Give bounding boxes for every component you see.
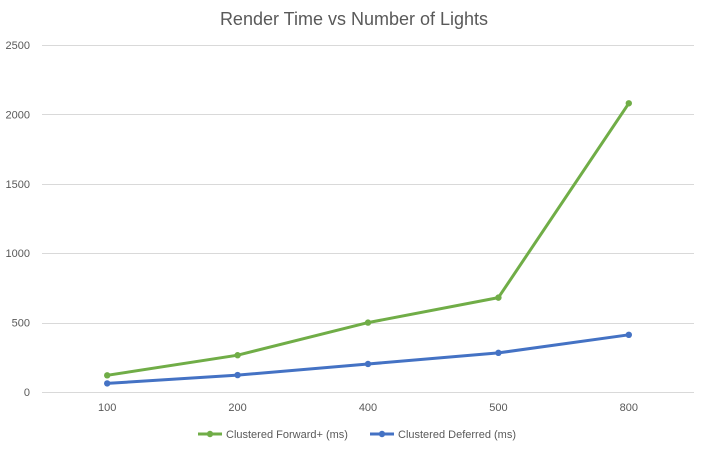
y-axis-ticks: 0 500 1000 1500 2000 2500 [6, 40, 30, 399]
data-point [234, 371, 241, 379]
x-tick-label: 800 [620, 402, 638, 414]
y-tick-label: 1000 [6, 248, 30, 260]
series-0 [104, 100, 632, 379]
chart-title: Render Time vs Number of Lights [220, 9, 488, 29]
series-line [105, 333, 631, 385]
series-layer [104, 100, 632, 387]
gridlines [42, 45, 694, 393]
x-tick-label: 400 [359, 402, 377, 414]
x-tick-label: 100 [98, 402, 116, 414]
legend-label: Clustered Forward+ (ms) [226, 429, 348, 441]
series-1 [104, 331, 632, 387]
y-tick-label: 500 [12, 318, 30, 330]
series-line [105, 101, 631, 377]
x-tick-label: 200 [228, 402, 246, 414]
x-axis-ticks: 100 200 400 500 800 [98, 402, 638, 414]
legend-swatch-marker [378, 430, 386, 438]
y-tick-label: 2000 [6, 109, 30, 121]
data-point [364, 360, 372, 368]
legend-swatch-marker [206, 430, 214, 438]
legend-item[interactable]: Clustered Deferred (ms) [370, 429, 516, 441]
y-tick-label: 1500 [6, 179, 30, 191]
data-point [234, 352, 241, 359]
legend-item[interactable]: Clustered Forward+ (ms) [198, 429, 348, 441]
legend-label: Clustered Deferred (ms) [398, 429, 516, 441]
data-point [364, 319, 372, 326]
y-tick-label: 0 [24, 387, 30, 399]
data-point [495, 349, 502, 357]
legend[interactable]: Clustered Forward+ (ms) Clustered Deferre… [198, 429, 516, 441]
y-tick-label: 2500 [6, 40, 30, 52]
data-point [104, 380, 111, 387]
data-point [104, 372, 111, 379]
data-point [495, 294, 502, 301]
data-point [625, 331, 632, 339]
data-point [625, 100, 632, 107]
x-tick-label: 500 [489, 402, 507, 414]
